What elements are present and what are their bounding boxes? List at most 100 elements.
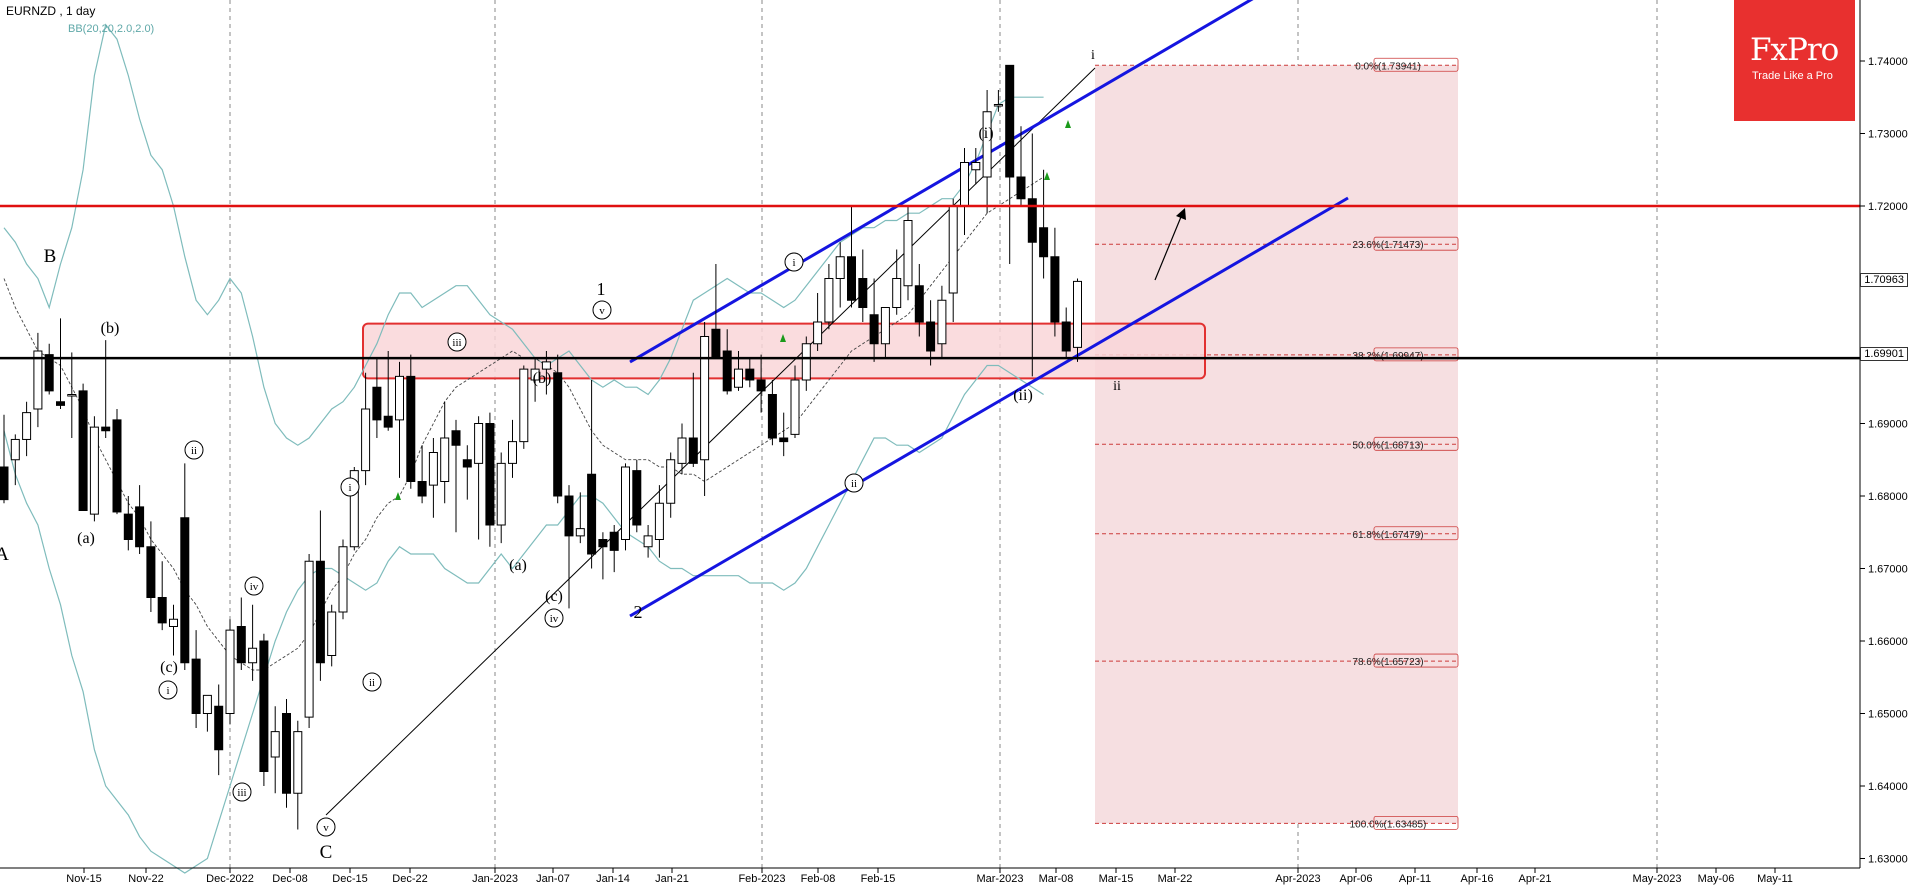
candle-body: [202, 694, 212, 714]
wave-label: i: [1091, 48, 1095, 63]
fib-level-label: 78.6%(1.65723): [1352, 657, 1423, 668]
x-tick-label: Mar-15: [1099, 873, 1134, 885]
candle-body: [530, 368, 540, 381]
x-tick-label: Jan-14: [596, 873, 630, 885]
x-tick-label: May-11: [1757, 873, 1793, 885]
symbol-label: EURNZD , 1 day: [6, 4, 96, 18]
x-axis: Nov-15 Nov-22 Dec-2022 Dec-08 Dec-15 Dec-22 Ja…: [0, 867, 1860, 885]
x-tick-label: May-06: [1698, 873, 1735, 885]
fib-level-label: 0.0%(1.73941): [1355, 61, 1421, 72]
candle-body: [304, 560, 314, 718]
wave-label: 2: [634, 602, 643, 622]
y-tick-label: 1.66000: [1868, 636, 1908, 648]
candle-body: [22, 412, 32, 440]
fib-label-box: [1373, 347, 1459, 362]
wave-label-circled: i: [792, 257, 795, 269]
fib-level-label: 38.2%(1.69947): [1352, 351, 1423, 362]
candle-body: [734, 368, 743, 388]
candle-body: [779, 437, 789, 443]
candle-body: [417, 481, 427, 497]
wave-label: (i): [978, 125, 993, 142]
wave-label-circle: [784, 252, 804, 272]
wave-label-circle: [362, 672, 382, 692]
wave-label-circled: v: [323, 822, 329, 834]
candle-body: [824, 278, 834, 323]
wave-label-circle: [447, 332, 467, 352]
candle-body: [440, 437, 450, 482]
candle-body: [327, 611, 337, 656]
logo-tagline: Trade Like a Pro: [1752, 70, 1833, 82]
wave-label-circle: [158, 680, 178, 700]
candle-body: [10, 438, 20, 461]
wave-label-circle: [244, 576, 264, 596]
candle-body: [146, 546, 156, 598]
candle-body: [462, 459, 472, 468]
candle-body: [0, 466, 9, 501]
x-tick-label: Feb-15: [861, 873, 896, 885]
candle-body: [632, 470, 642, 526]
x-tick-label: Mar-22: [1158, 873, 1193, 885]
candle-body: [926, 321, 936, 352]
candle-body: [654, 502, 664, 540]
candle-body: [361, 408, 371, 472]
fib-level-label: 23.6%(1.71473): [1352, 240, 1423, 251]
y-tick-label: 1.73000: [1868, 129, 1908, 141]
candle-body: [688, 437, 698, 464]
candle-body: [711, 328, 721, 359]
fib-label-box: [1373, 815, 1459, 830]
wave-label: 1: [597, 279, 606, 299]
fibonacci-zone: 0.0%(1.73941) 23.6%(1.71473) 38.2%(1.69947…: [1095, 57, 1459, 830]
fib-label-box: [1373, 436, 1459, 451]
x-tick-label: May-2023: [1633, 873, 1682, 885]
wave-label-circled: i: [166, 685, 169, 697]
x-tick-label: Apr-06: [1339, 873, 1372, 885]
candle-body: [56, 401, 65, 406]
candle-body: [236, 626, 246, 664]
y-tick-label: 1.67000: [1868, 564, 1908, 576]
candle-body: [67, 394, 77, 397]
candle-body: [191, 658, 201, 714]
candle-body: [937, 299, 947, 345]
y-axis: 1.740001.730001.720001.710001.700001.690…: [1859, 0, 1914, 886]
x-tick-label: Apr-21: [1518, 873, 1551, 885]
candle-body: [519, 368, 529, 443]
candle-body: [248, 647, 258, 664]
candle-body: [112, 419, 122, 513]
candle-body: [982, 111, 992, 178]
candle-body: [1005, 64, 1015, 178]
x-tick-label: Mar-08: [1039, 873, 1074, 885]
candle-body: [496, 462, 506, 526]
candle-body: [169, 618, 178, 627]
candle-body: [621, 466, 630, 540]
logo-brand: FxPro: [1750, 32, 1839, 68]
wave-label: C: [320, 842, 333, 863]
candle-body: [123, 513, 133, 540]
y-tick-label: 1.64000: [1868, 781, 1908, 793]
wave-label: ii: [1113, 379, 1121, 394]
candle-body: [214, 705, 224, 751]
y-tick-label: 1.74000: [1868, 56, 1908, 68]
candle-body: [44, 354, 54, 392]
signal-arrow: [780, 334, 786, 342]
x-tick-label: Feb-2023: [738, 873, 785, 885]
candle-body: [78, 390, 88, 511]
x-tick-label: Nov-22: [128, 873, 163, 885]
candle-body: [869, 314, 879, 345]
candle-body: [914, 285, 924, 323]
support-resistance-zone: [362, 322, 1206, 380]
candle-body: [89, 426, 99, 515]
candle-body: [225, 629, 235, 714]
indicator-label: BB(20,20,2.0,2.0): [68, 23, 155, 35]
line-price-box: 1.69901: [1860, 347, 1908, 361]
x-tick-label: Jan-07: [536, 873, 570, 885]
annotations: ABC12(a)(b)(c)(a)(b)(c)(i)(ii)iiiiiiivii…: [0, 48, 1186, 863]
bollinger-upper: [3, 23, 1044, 446]
y-tick-label: 1.69000: [1868, 419, 1908, 431]
candle-body: [892, 278, 902, 308]
wave-label-circled: ii: [369, 677, 375, 689]
candle-body: [643, 535, 653, 548]
candle-body: [993, 104, 1003, 107]
x-tick-label: Apr-11: [1399, 873, 1431, 885]
channel-lower-line: [629, 196, 1349, 618]
